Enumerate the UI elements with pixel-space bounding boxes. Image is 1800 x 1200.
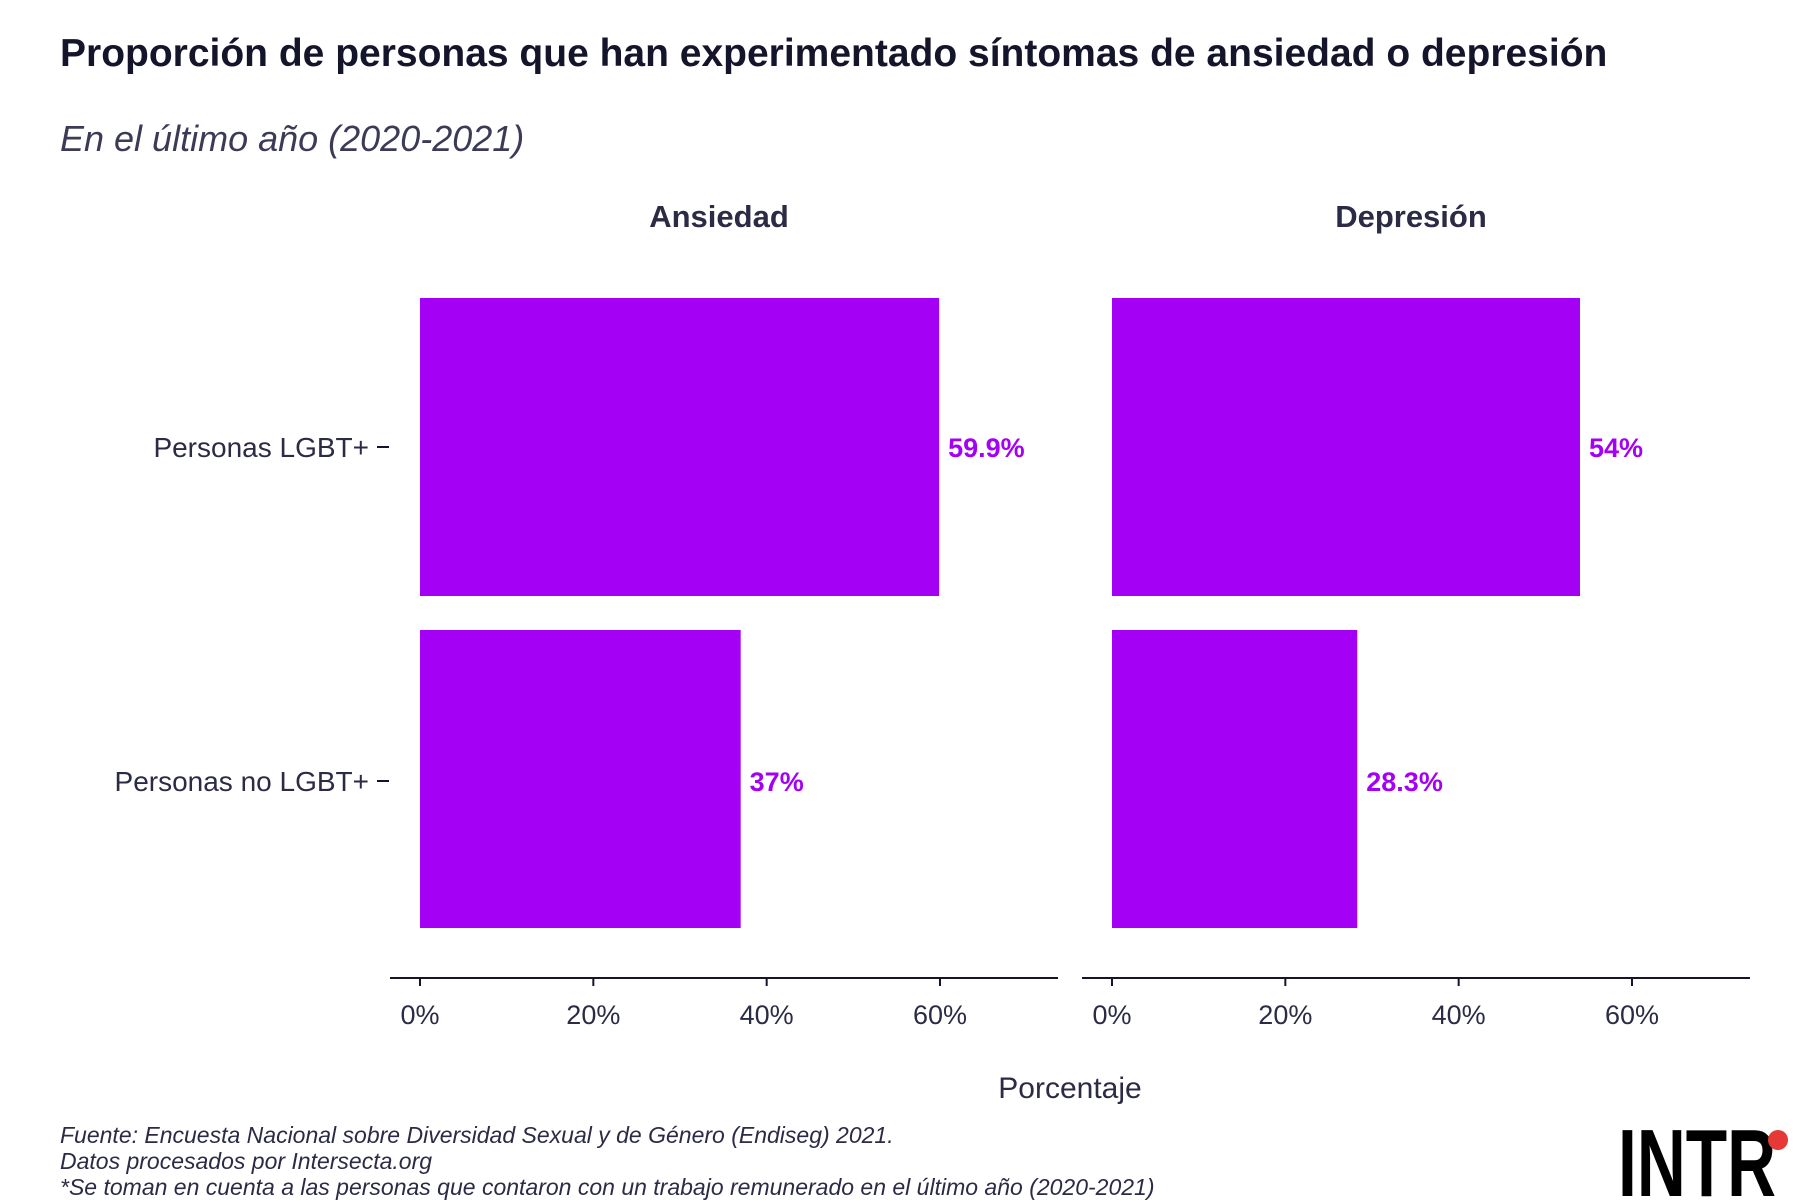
data-label-1-0: 54%: [1589, 433, 1643, 463]
chart-subtitle: En el último año (2020-2021): [60, 118, 525, 159]
x-tick-label-1-1: 20%: [1258, 1000, 1312, 1030]
y-tick-label-0: Personas LGBT+: [153, 432, 369, 463]
x-tick-label-0-3: 60%: [913, 1000, 967, 1030]
data-label-1-1: 28.3%: [1366, 767, 1443, 797]
bar-1-0: [1112, 298, 1580, 596]
x-tick-label-1-2: 40%: [1432, 1000, 1486, 1030]
facet-title-0: Ansiedad: [649, 199, 789, 234]
facet-title-1: Depresión: [1335, 199, 1487, 234]
chart-title: Proporción de personas que han experimen…: [60, 32, 1608, 75]
x-tick-label-1-3: 60%: [1605, 1000, 1659, 1030]
logo-text: INTR: [1618, 1118, 1776, 1198]
logo-dot: [1768, 1130, 1788, 1150]
bar-1-1: [1112, 630, 1358, 928]
processed-note: Datos procesados por Intersecta.org: [60, 1148, 433, 1174]
y-tick-label-1: Personas no LGBT+: [115, 766, 369, 797]
intersecta-logo: INTR: [1618, 1118, 1788, 1198]
data-label-0-1: 37%: [750, 767, 804, 797]
source-note: Fuente: Encuesta Nacional sobre Diversid…: [60, 1122, 894, 1148]
x-axis-label: Porcentaje: [998, 1072, 1141, 1105]
bar-0-1: [420, 630, 741, 928]
x-tick-label-0-2: 40%: [740, 1000, 794, 1030]
scope-note: *Se toman en cuenta a las personas que c…: [60, 1174, 1155, 1200]
data-label-0-0: 59.9%: [948, 433, 1025, 463]
x-tick-label-1-0: 0%: [1092, 1000, 1131, 1030]
x-tick-label-0-1: 20%: [566, 1000, 620, 1030]
bar-0-0: [420, 298, 940, 596]
chart-footer: Fuente: Encuesta Nacional sobre Diversid…: [60, 1122, 1155, 1200]
x-tick-label-0-0: 0%: [400, 1000, 439, 1030]
